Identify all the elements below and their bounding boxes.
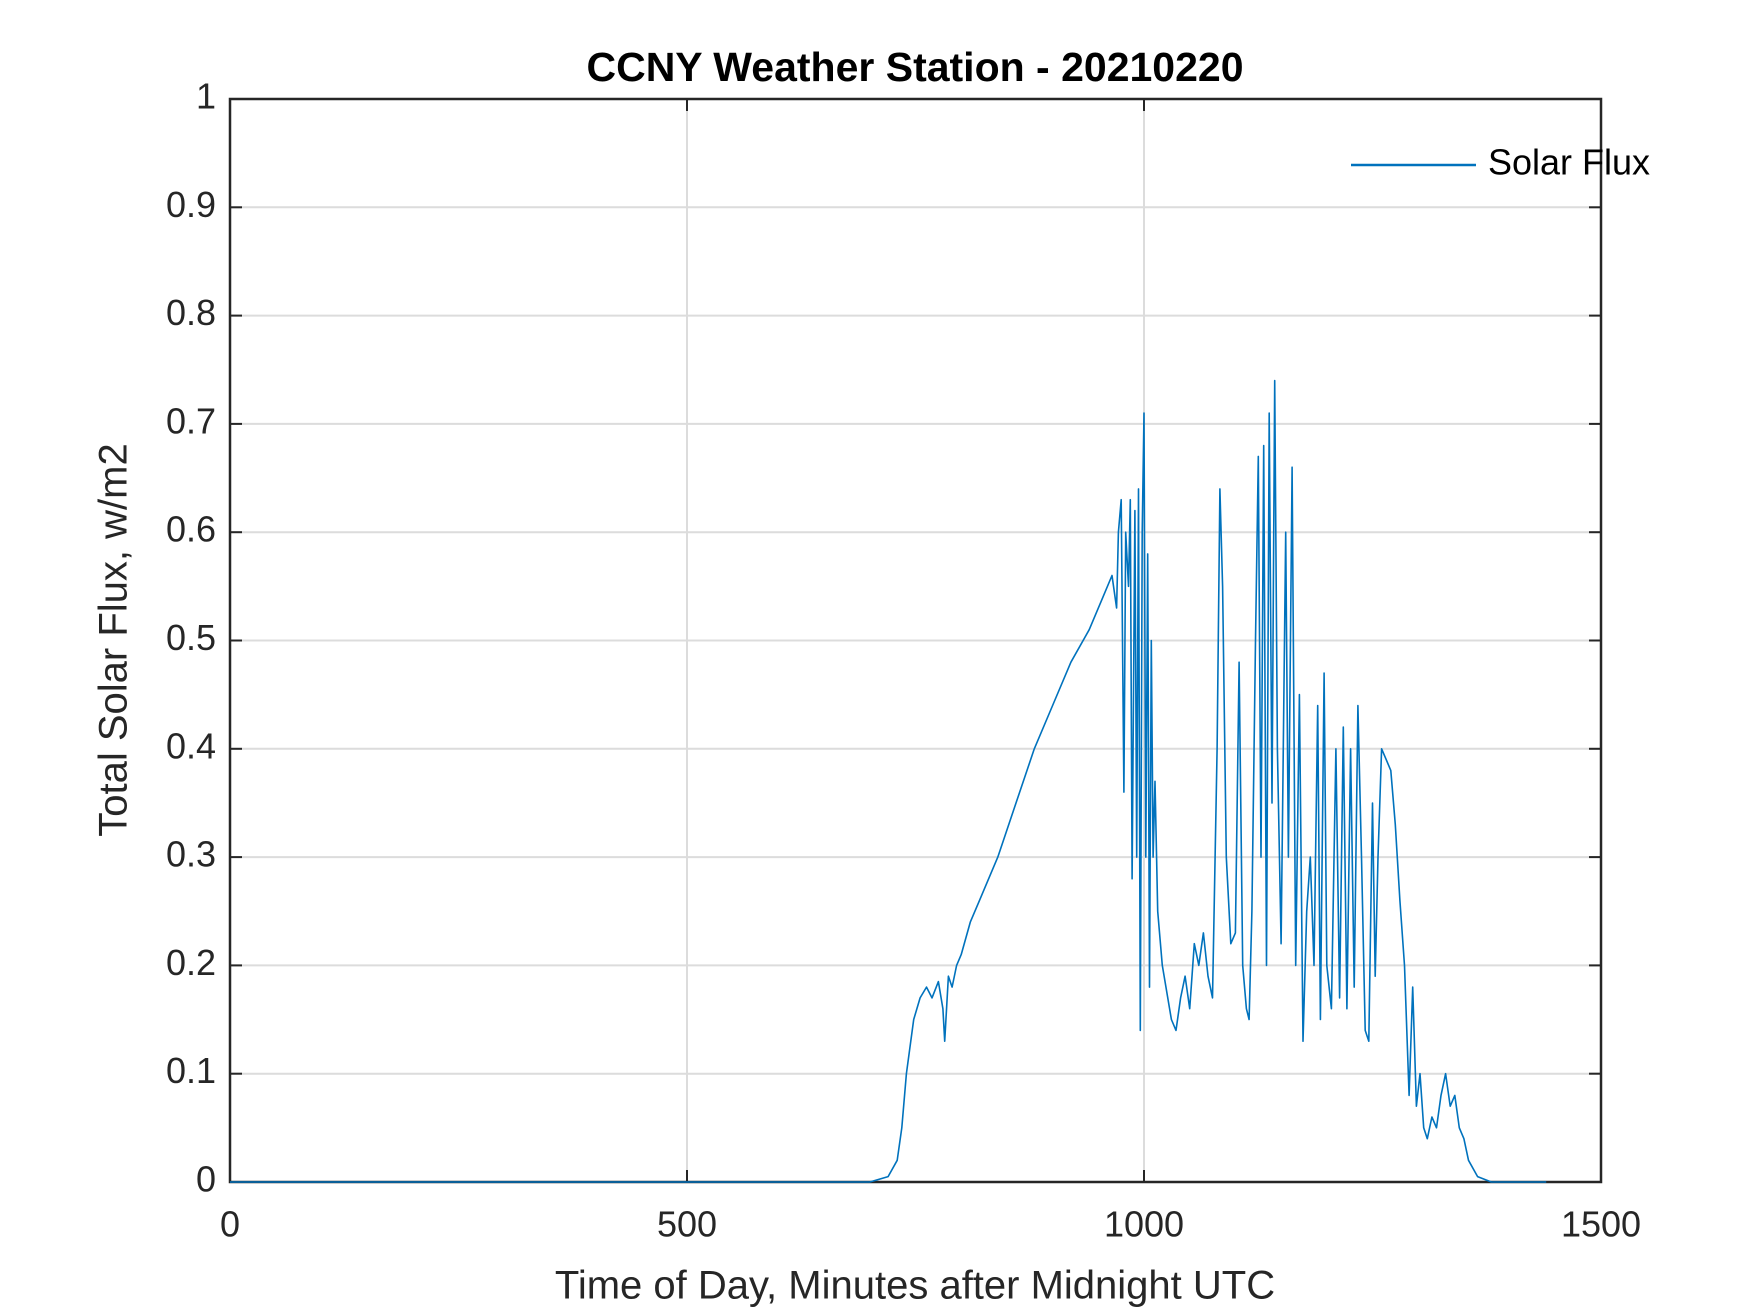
y-tick-label: 0.1 xyxy=(166,1050,216,1091)
x-tick-label: 500 xyxy=(657,1204,717,1245)
y-tick-label: 0.5 xyxy=(166,617,216,658)
x-tick-label: 1500 xyxy=(1561,1204,1641,1245)
y-tick-label: 0 xyxy=(196,1159,216,1200)
y-tick-label: 0.3 xyxy=(166,834,216,875)
y-tick-label: 1 xyxy=(196,76,216,117)
y-tick-label: 0.6 xyxy=(166,509,216,550)
x-tick-label: 1000 xyxy=(1104,1204,1184,1245)
x-axis-label: Time of Day, Minutes after Midnight UTC xyxy=(555,1264,1275,1308)
plot-frame xyxy=(228,97,1603,1184)
y-tick-label: 0.7 xyxy=(166,400,216,441)
x-tick-label: 0 xyxy=(220,1204,240,1245)
y-tick-label: 0.8 xyxy=(166,292,216,333)
data-line xyxy=(230,379,1547,1183)
y-tick-label: 0.9 xyxy=(166,184,216,225)
y-tick-label: 0.4 xyxy=(166,725,216,766)
legend-label: Solar Flux xyxy=(1488,142,1650,183)
y-tick-label: 0.2 xyxy=(166,942,216,983)
y-axis-label: Total Solar Flux, w/m2 xyxy=(92,443,136,836)
chart-title: CCNY Weather Station - 20210220 xyxy=(586,44,1243,90)
